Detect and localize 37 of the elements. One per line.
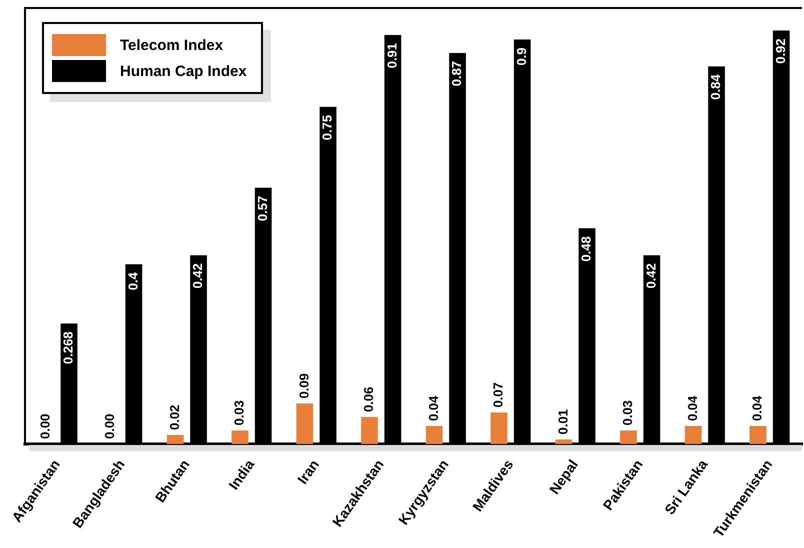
data-label: 0.02: [166, 404, 182, 430]
data-label: 0.57: [254, 196, 270, 222]
data-label: 0.91: [384, 42, 400, 68]
x-tick-label: Iran: [294, 456, 322, 487]
data-label: 0.04: [750, 394, 765, 422]
data-label: 0.87: [449, 60, 464, 86]
data-label: 0.75: [320, 114, 335, 140]
data-label: 0.09: [296, 373, 312, 399]
data-label: 0.42: [643, 263, 658, 289]
bar: [232, 430, 248, 444]
data-label: 0.01: [555, 409, 570, 435]
data-label: 0.03: [620, 400, 636, 426]
data-label: 0.48: [578, 236, 594, 262]
bar: [555, 440, 572, 444]
bar: [426, 426, 443, 444]
data-label: 0.268: [60, 332, 76, 364]
bar: [750, 426, 766, 444]
legend-label: Human Cap Index: [120, 62, 247, 80]
data-label: 0.84: [708, 74, 724, 100]
bar: [361, 417, 378, 444]
data-label: 0.42: [190, 263, 206, 289]
legend-label: Telecom Index: [120, 36, 224, 54]
data-label: 0.04: [426, 394, 441, 422]
data-label: 0.9: [514, 47, 529, 66]
data-label: 0.92: [772, 38, 788, 64]
bar: [166, 435, 184, 444]
data-label: 0.00: [37, 414, 52, 440]
data-label: 0.4: [125, 271, 140, 290]
data-label: 0.07: [490, 382, 506, 408]
bar: [684, 426, 702, 444]
data-label: 0.03: [232, 400, 247, 426]
bar: [620, 430, 637, 444]
bar: [296, 404, 314, 444]
data-label: 0.00: [102, 414, 118, 440]
data-label: 0.04: [684, 394, 700, 422]
bar: [490, 412, 508, 444]
data-label: 0.06: [361, 386, 376, 412]
